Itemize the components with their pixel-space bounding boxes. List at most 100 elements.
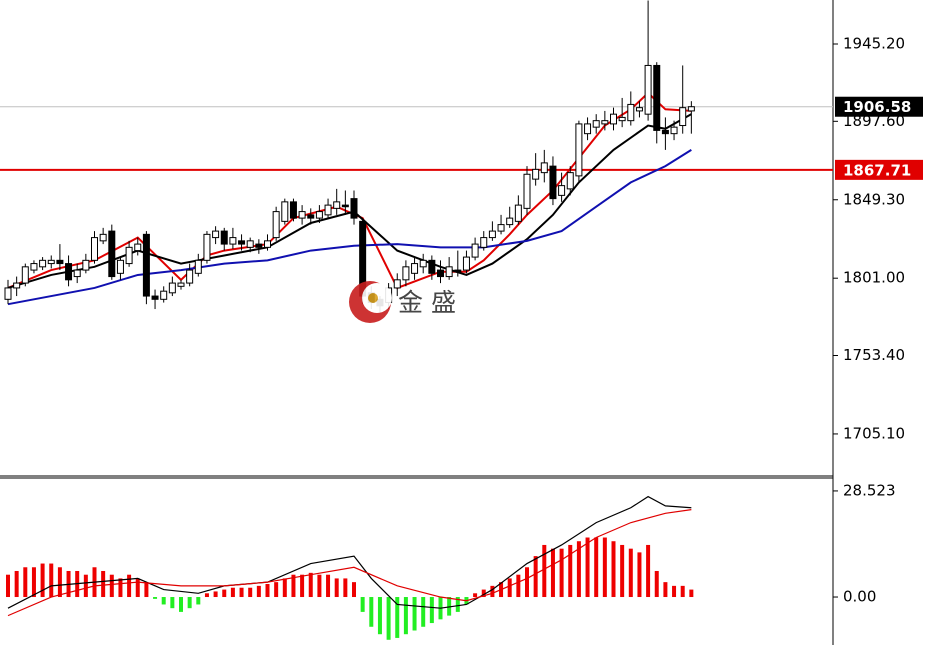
candle-body — [160, 290, 168, 300]
histogram-bar — [516, 574, 521, 598]
histogram-bar — [144, 582, 149, 598]
candle-body — [341, 204, 349, 208]
histogram-bar — [421, 597, 426, 627]
price-label-box — [835, 159, 923, 180]
histogram-bar — [170, 597, 175, 609]
candle-body — [168, 282, 176, 294]
candle-body — [566, 172, 574, 190]
candle-body — [229, 237, 237, 245]
histogram-bar — [23, 567, 28, 598]
histogram-bar — [40, 563, 45, 598]
candle-body — [635, 107, 643, 112]
candle-body — [437, 269, 444, 278]
candle-body — [670, 126, 678, 135]
candle-body — [255, 243, 263, 248]
histogram-bar — [412, 597, 417, 631]
histogram-bar — [646, 544, 651, 598]
histogram-bar — [153, 597, 158, 599]
candle-body — [497, 224, 505, 232]
histogram-bar — [352, 582, 356, 598]
y-tick-label: 1753.40 — [843, 346, 905, 364]
histogram-bar — [118, 578, 123, 598]
candle-body — [73, 269, 81, 278]
candle-body — [99, 233, 107, 242]
histogram-bar — [663, 582, 668, 598]
y-tick-label: 1945.20 — [843, 35, 905, 53]
candle-body — [30, 263, 38, 271]
candle-body — [56, 259, 64, 265]
histogram-bar — [594, 537, 599, 598]
candle-body — [506, 217, 514, 226]
price-label: 1867.71 — [843, 161, 911, 179]
candle-body — [47, 259, 55, 265]
histogram-bar — [14, 570, 19, 598]
histogram-bar — [455, 597, 460, 612]
candle-body — [194, 259, 202, 274]
histogram-bar — [291, 574, 296, 598]
candle-body — [575, 123, 583, 177]
histogram-bar — [611, 541, 616, 598]
histogram-bar — [369, 597, 374, 627]
candle-body — [246, 240, 254, 248]
price-label: 1906.58 — [843, 98, 911, 116]
histogram-bar — [334, 578, 339, 598]
histogram-bar — [31, 567, 36, 598]
candle-body — [151, 295, 159, 300]
candle-body — [272, 211, 280, 239]
histogram-bar — [127, 574, 132, 598]
candle-body — [212, 230, 220, 239]
histogram-bar — [680, 585, 685, 598]
candle-body — [687, 106, 695, 112]
y-tick-label: 1801.00 — [843, 269, 905, 287]
candle-body — [679, 107, 687, 127]
histogram-bar — [256, 585, 261, 598]
candle-body — [514, 204, 522, 222]
candle-body — [281, 201, 289, 222]
histogram-bar — [620, 544, 625, 598]
candle-body — [289, 201, 297, 219]
histogram-bar — [213, 591, 218, 598]
histogram-bar — [187, 597, 192, 609]
candle-body — [238, 240, 246, 245]
histogram-bar — [222, 589, 227, 598]
histogram-bar — [196, 597, 201, 605]
watermark: 金 盛 — [349, 281, 456, 323]
y-tick-label: 0.00 — [843, 588, 876, 606]
histogram-bar — [559, 548, 564, 598]
candle-body — [462, 256, 470, 271]
candle-body — [653, 64, 661, 131]
y-tick-label: 28.523 — [843, 481, 896, 499]
histogram-bar — [101, 570, 106, 598]
candle-body — [264, 240, 271, 248]
indicator-line — [7, 495, 692, 609]
histogram-bar — [473, 593, 478, 598]
histogram-bar — [317, 574, 322, 598]
histogram-bar — [204, 593, 209, 598]
y-tick-label: 1705.10 — [843, 424, 905, 442]
candle-body — [428, 259, 436, 274]
histogram-bar — [135, 578, 140, 598]
candle-body — [177, 282, 185, 287]
histogram-bar — [57, 567, 62, 598]
histogram-bar — [326, 574, 331, 598]
candle-body — [307, 214, 315, 219]
price-label-box — [835, 96, 923, 117]
histogram-bar — [6, 574, 10, 598]
histogram-bar — [239, 587, 244, 598]
histogram-bar — [386, 597, 391, 640]
indicator-line — [7, 149, 692, 306]
candle-body — [142, 233, 150, 297]
histogram-bar — [300, 574, 305, 598]
candle-body — [333, 201, 341, 209]
logo-dot — [368, 293, 378, 303]
histogram-bar — [282, 578, 287, 598]
histogram-bar — [403, 597, 408, 635]
candle-body — [480, 237, 488, 248]
histogram-bar — [161, 597, 166, 605]
histogram-bar — [533, 556, 538, 598]
candle-body — [393, 279, 401, 289]
candle-body — [445, 266, 453, 278]
histogram-bar — [83, 574, 88, 598]
